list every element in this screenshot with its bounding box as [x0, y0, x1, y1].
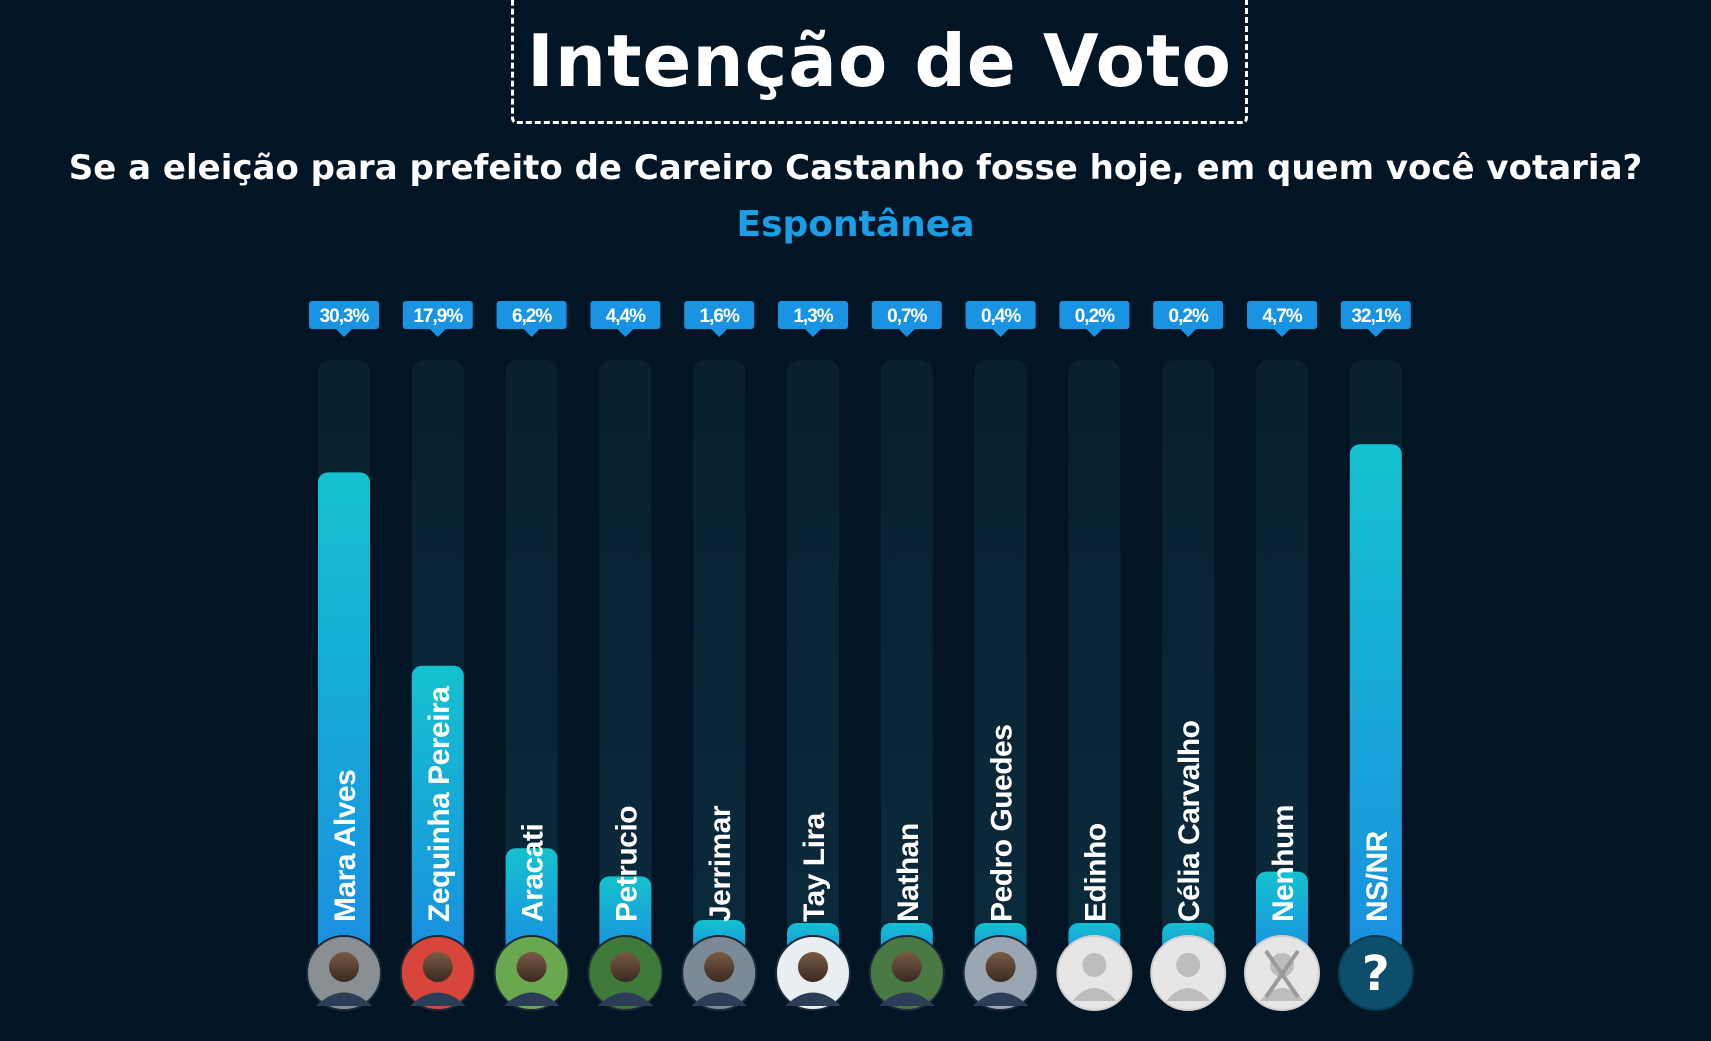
svg-text:17,9%: 17,9% — [413, 306, 463, 327]
bar-track — [1068, 360, 1121, 955]
candidate-avatar — [493, 935, 570, 1011]
bar-track — [693, 360, 746, 955]
category-label: Célia Carvalho — [1173, 720, 1206, 922]
data-label: 17,9% — [402, 301, 473, 337]
candidate-avatar — [1150, 935, 1227, 1011]
bar — [1256, 871, 1308, 955]
candidate-avatar — [681, 935, 758, 1011]
category-label: NS/NR — [1361, 830, 1394, 922]
data-label: 32,1% — [1340, 301, 1411, 337]
data-label: 30,3% — [309, 301, 379, 337]
svg-text:0,2%: 0,2% — [1169, 306, 1209, 327]
candidate-avatar — [399, 935, 476, 1011]
bar — [599, 876, 652, 955]
data-label: 1,3% — [778, 301, 848, 337]
candidate-avatar — [306, 935, 382, 1011]
data-label: 0,7% — [871, 301, 942, 337]
svg-text:0,4%: 0,4% — [981, 306, 1021, 327]
data-label: 0,4% — [965, 301, 1036, 337]
svg-text:1,6%: 1,6% — [700, 306, 740, 327]
survey-type-label: Espontânea — [736, 204, 975, 245]
page-title: Intenção de Voto — [527, 18, 1232, 103]
chart-subtitle: Se a eleição para prefeito de Careiro Ca… — [68, 148, 1643, 188]
data-label: 6,2% — [496, 301, 567, 337]
category-label: Nenhum — [1267, 805, 1300, 922]
data-label: 0,2% — [1059, 301, 1130, 337]
bar-track — [1162, 360, 1215, 955]
bar-track — [599, 360, 652, 955]
category-label: Nathan — [892, 823, 925, 922]
svg-text:4,4%: 4,4% — [606, 306, 646, 327]
category-label: Mara Alves — [329, 770, 362, 922]
category-label: Zequinha Pereira — [423, 686, 456, 922]
candidate-avatar: ? — [1337, 935, 1414, 1011]
bar — [1349, 444, 1402, 955]
bar — [318, 472, 370, 955]
svg-text:32,1%: 32,1% — [1351, 306, 1401, 327]
title-frame: Intenção de Voto — [511, 0, 1248, 124]
svg-text:4,7%: 4,7% — [1262, 306, 1302, 327]
bar-track — [974, 360, 1027, 955]
bar-track — [880, 360, 933, 955]
candidate-avatar — [1056, 935, 1133, 1011]
category-label: Edinho — [1079, 823, 1112, 922]
svg-text:1,3%: 1,3% — [793, 306, 833, 327]
bar-track — [1256, 360, 1308, 955]
candidate-avatar — [587, 935, 664, 1011]
bar-track — [505, 360, 558, 955]
bar-track — [787, 360, 839, 955]
svg-text:0,2%: 0,2% — [1075, 306, 1115, 327]
candidate-avatar — [962, 935, 1039, 1011]
data-label: 4,4% — [590, 301, 661, 337]
data-label: 0,2% — [1153, 301, 1224, 337]
candidate-avatar — [1244, 935, 1320, 1011]
svg-text:30,3%: 30,3% — [320, 306, 370, 327]
category-label: Tay Lira — [798, 812, 831, 922]
category-label: Petrucio — [610, 806, 643, 922]
category-label: Pedro Guedes — [986, 725, 1019, 922]
candidate-avatar — [868, 935, 945, 1011]
data-label: 4,7% — [1247, 301, 1317, 337]
category-label: Jerrimar — [704, 805, 737, 922]
category-label: Aracati — [517, 824, 550, 922]
svg-text:6,2%: 6,2% — [512, 306, 552, 327]
candidate-avatar — [775, 935, 851, 1011]
svg-text:0,7%: 0,7% — [887, 306, 927, 327]
bar — [411, 665, 464, 955]
bar — [505, 848, 558, 955]
svg-text:?: ? — [1362, 946, 1390, 1002]
data-label: 1,6% — [684, 301, 755, 337]
